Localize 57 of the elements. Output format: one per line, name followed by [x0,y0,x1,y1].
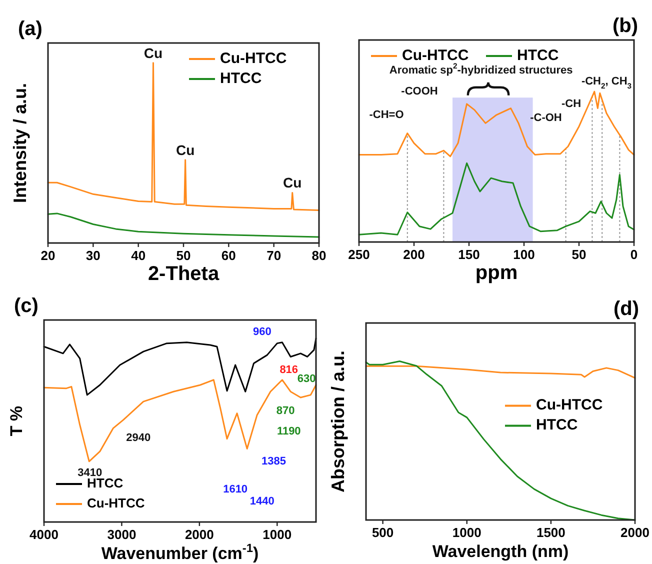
x-tick-label: 150 [458,247,480,262]
chart-title: (c) [14,295,38,317]
legend-label: Cu-HTCC [536,396,603,414]
x-tick-label: 500 [372,525,394,540]
x-tick-label: 50 [176,248,191,263]
annotation: 1190 [276,425,301,438]
x-tick-label: 1500 [536,525,566,540]
x-tick-label: 60 [221,248,236,263]
chart-title: (a) [18,18,42,40]
annotation: 870 [276,404,295,417]
annotation: -C-OH [530,112,562,124]
x-tick-label: 100 [513,247,535,262]
annotation: 1385 [262,455,286,468]
x-tick-label: 70 [266,248,282,263]
x-tick-label: 0 [630,247,638,262]
annotation: 1610 [223,484,248,496]
annotation: -COOH [401,85,438,98]
annotation: -CH=O [369,108,404,121]
y-axis-title: T % [7,406,26,436]
annotation: 630 [297,372,316,385]
x-tick-label: 20 [40,248,56,263]
legend-label: HTCC [536,416,578,434]
x-tick-label: 4000 [30,527,58,542]
y-axis-title: Intensity / a.u. [10,82,30,204]
annotation: 2940 [126,432,151,444]
text: -CH$_{2}$, CH$_{3}$ [581,76,632,90]
annotation: Cu [144,44,163,61]
x-tick-label: 40 [131,248,146,263]
annotation: 816 [280,364,298,376]
x-tick-label: 2000 [620,525,650,540]
x-axis-title: Wavenumber (cm$^{-1}$) [101,541,259,563]
x-tick-label: 1000 [262,527,292,542]
legend-label: HTCC [220,70,262,87]
legend-label: Cu-HTCC [402,46,469,64]
x-tick-label: 30 [86,248,100,263]
annotation: Cu [176,142,195,158]
x-tick-label: 80 [312,248,326,263]
x-tick-label: 200 [403,247,425,262]
x-tick-label: 3000 [107,527,136,542]
annotation: Cu [283,174,302,191]
x-tick-label: 250 [348,247,370,262]
x-tick-label: 1000 [452,525,482,540]
chart-title: (b) [612,15,638,37]
x-axis-title: 2-Theta [148,263,220,285]
annotation: -CH [562,98,582,110]
legend-label: Cu-HTCC [87,495,146,510]
chart-title: (d) [613,298,639,320]
x-tick-label: 2000 [184,527,214,542]
annotation: 1440 [250,495,274,508]
y-axis-title: Absorption / a.u. [328,350,348,492]
text: Aromatic sp$^{2}$-hybridized structures [389,61,573,77]
legend-label: Cu-HTCC [220,50,287,67]
x-axis-title: Wavelength (nm) [432,542,569,561]
x-tick-label: 50 [572,247,586,262]
legend-label: HTCC [517,46,559,64]
text: 960 [252,326,272,338]
x-axis-title: ppm [475,262,518,284]
